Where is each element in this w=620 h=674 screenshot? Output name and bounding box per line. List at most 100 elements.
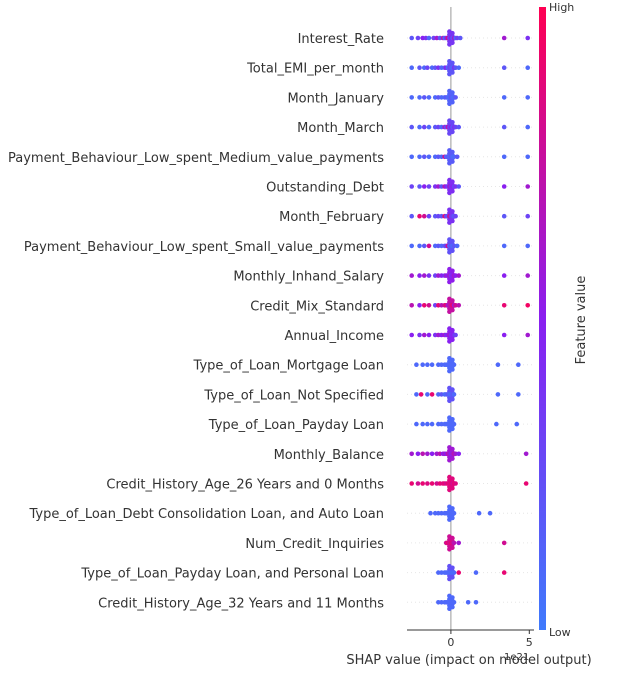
shap-point — [417, 332, 422, 338]
shap-point — [516, 392, 521, 397]
shap-point — [426, 35, 432, 41]
shap-point — [501, 154, 507, 160]
shap-point — [447, 398, 452, 404]
shap-point — [409, 124, 415, 130]
shap-point — [447, 487, 452, 493]
feature-label: Type_of_Loan_Mortgage Loan — [193, 359, 384, 374]
shap-point — [456, 303, 462, 308]
shap-point — [409, 243, 415, 249]
shap-point — [447, 250, 452, 255]
shap-point — [525, 35, 531, 41]
shap-point — [447, 160, 452, 166]
shap-point — [417, 124, 422, 130]
shap-point — [417, 213, 422, 219]
shap-point — [417, 65, 422, 70]
shap-point — [409, 481, 415, 486]
feature-label: Month_February — [279, 210, 384, 225]
shap-point — [456, 273, 462, 278]
feature-label: Month_January — [287, 91, 384, 106]
shap-point — [409, 65, 415, 70]
x-axis-offset-label: 1e21 — [504, 652, 529, 663]
feature-label: Month_March — [297, 121, 384, 136]
shap-point — [425, 392, 430, 397]
shap-point — [421, 124, 427, 130]
shap-point — [456, 124, 462, 130]
shap-point — [456, 451, 462, 457]
shap-point — [525, 184, 531, 189]
shap-point — [417, 95, 422, 100]
shap-point — [417, 273, 422, 278]
shap-point — [425, 451, 430, 457]
shap-point — [523, 481, 529, 486]
shap-point — [426, 332, 432, 338]
shap-point — [421, 273, 427, 278]
shap-point — [456, 65, 462, 70]
colorbar — [539, 7, 546, 630]
shap-point — [525, 65, 531, 70]
shap-point — [451, 540, 457, 546]
shap-point — [525, 95, 531, 100]
shap-point — [426, 273, 432, 278]
shap-point — [409, 303, 415, 308]
shap-point — [425, 481, 430, 486]
shap-point — [447, 279, 452, 285]
feature-labels: Interest_Rate Total_EMI_per_month Month_Ja… — [8, 32, 384, 611]
shap-point — [426, 95, 432, 100]
shap-point — [421, 154, 427, 160]
shap-point — [501, 273, 507, 278]
feature-label: Interest_Rate — [298, 32, 384, 47]
shap-point — [525, 154, 531, 160]
shap-point — [409, 95, 415, 100]
shap-point — [495, 392, 501, 397]
shap-point — [525, 273, 531, 278]
shap-point — [465, 600, 471, 605]
shap-point — [473, 570, 479, 575]
shap-point — [451, 570, 457, 575]
shap-point — [516, 362, 521, 368]
shap-point — [447, 220, 452, 225]
shap-point — [501, 213, 507, 219]
shap-point — [495, 362, 501, 368]
shap-point — [426, 303, 432, 308]
shap-point — [409, 213, 415, 219]
colorbar-title: Feature value — [574, 276, 589, 365]
shap-point — [420, 362, 425, 368]
shap-point — [447, 576, 452, 582]
shap-point — [421, 184, 427, 189]
shap-point — [426, 124, 432, 130]
shap-point — [414, 392, 419, 397]
shap-point — [429, 451, 435, 457]
shap-point — [476, 510, 482, 516]
feature-label: Type_of_Loan_Debt Consolidation Loan, an… — [28, 507, 384, 522]
shap-point — [458, 35, 463, 41]
feature-label: Type_of_Loan_Payday Loan — [208, 418, 384, 433]
shap-point — [501, 65, 507, 70]
shap-point — [429, 392, 435, 397]
shap-point — [523, 451, 529, 457]
shap-point — [421, 213, 427, 219]
shap-point — [420, 451, 425, 457]
shap-point — [514, 421, 520, 427]
shap-point — [451, 362, 457, 368]
shap-point — [501, 95, 507, 100]
shap-point — [429, 421, 435, 427]
shap-point — [425, 421, 430, 427]
shap-point — [447, 309, 452, 315]
shap-point — [447, 42, 452, 47]
shap-point — [456, 540, 462, 546]
shap-point — [501, 184, 507, 189]
shap-point — [417, 154, 422, 160]
shap-point — [487, 510, 493, 516]
shap-point — [420, 421, 425, 427]
feature-label: Credit_History_Age_26 Years and 0 Months — [106, 478, 384, 493]
shap-point — [447, 457, 452, 463]
shap-point — [421, 243, 427, 249]
shap-point — [409, 451, 415, 457]
shap-point — [453, 332, 458, 338]
feature-label: Monthly_Balance — [274, 448, 384, 463]
feature-label: Payment_Behaviour_Low_spent_Small_value_… — [24, 240, 384, 255]
shap-point — [525, 303, 531, 308]
feature-label: Credit_History_Age_32 Years and 11 Month… — [98, 596, 384, 611]
shap-point — [409, 35, 415, 41]
